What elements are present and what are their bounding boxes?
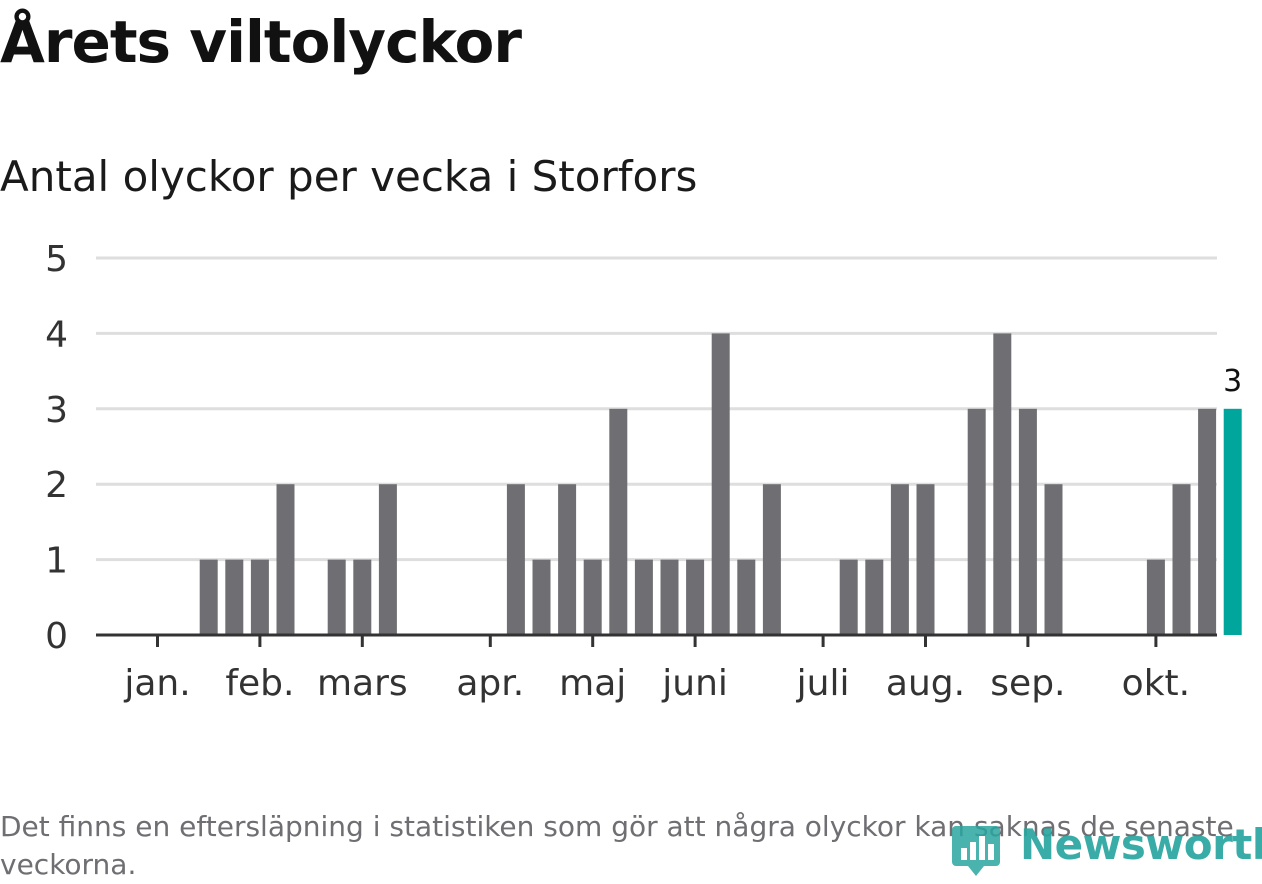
bar: [1172, 484, 1191, 635]
x-axis-labels: jan. feb. mars apr. maj juni juli aug. sep. okt.: [123, 663, 1190, 704]
bar: [532, 559, 551, 635]
x-tick-label: maj: [559, 663, 626, 704]
bar: [250, 559, 269, 635]
bar: [660, 559, 679, 635]
x-tick-label: mars: [317, 663, 408, 704]
x-tick-label: jan.: [123, 663, 190, 704]
x-tick-label: sep.: [990, 663, 1065, 704]
bar: [1018, 408, 1037, 635]
y-axis-labels: 0 1 2 3 4 5: [45, 239, 68, 657]
bar: [327, 559, 346, 635]
bar: [916, 484, 935, 635]
annotations: 3: [1223, 364, 1242, 399]
bar: [1044, 484, 1063, 635]
x-tick-label: apr.: [456, 663, 524, 704]
bar: [609, 408, 628, 635]
bar: [558, 484, 577, 635]
x-axis: [96, 633, 1217, 647]
chart-subtitle: Antal olyckor per vecka i Storfors: [0, 152, 698, 201]
bar: [199, 559, 218, 635]
y-tick-label: 1: [45, 541, 68, 582]
bar-highlight: [1223, 408, 1242, 635]
bar: [506, 484, 525, 635]
bar: [225, 559, 244, 635]
x-tick-label: juli: [796, 663, 850, 704]
y-tick-label: 4: [45, 314, 68, 355]
bar: [839, 559, 858, 635]
newsworthy-logo-icon: [952, 826, 1000, 876]
chart-title: Årets viltolyckor: [0, 8, 522, 76]
y-tick-label: 2: [45, 465, 68, 506]
bar: [583, 559, 602, 635]
bar: [378, 484, 397, 635]
bar: [711, 333, 730, 635]
bar: [634, 559, 653, 635]
bar: [686, 559, 705, 635]
x-tick-label: okt.: [1122, 663, 1190, 704]
bar: [1198, 408, 1217, 635]
y-tick-label: 0: [45, 616, 68, 657]
bar-chart: 0 1 2 3 4 5 jan. feb. mars apr. maj juni juli aug. se…: [45, 239, 1242, 704]
highlight-value-label: 3: [1223, 364, 1242, 399]
y-tick-label: 3: [45, 390, 68, 431]
x-tick-label: aug.: [886, 663, 965, 704]
x-tick-label: feb.: [225, 663, 294, 704]
brand-name: Newsworthy: [1020, 820, 1262, 869]
x-tick-label: juni: [661, 663, 728, 704]
bar: [737, 559, 756, 635]
bar: [890, 484, 909, 635]
bar: [967, 408, 986, 635]
bar: [993, 333, 1012, 635]
footnote: Det finns en eftersläpning i statistiken…: [0, 810, 1234, 881]
bar: [353, 559, 372, 635]
bar: [1146, 559, 1165, 635]
y-tick-label: 5: [45, 239, 68, 280]
bar: [865, 559, 884, 635]
bars: [199, 333, 1242, 635]
bar: [276, 484, 295, 635]
bar: [762, 484, 781, 635]
brand-logo: Newsworthy: [950, 818, 1262, 880]
